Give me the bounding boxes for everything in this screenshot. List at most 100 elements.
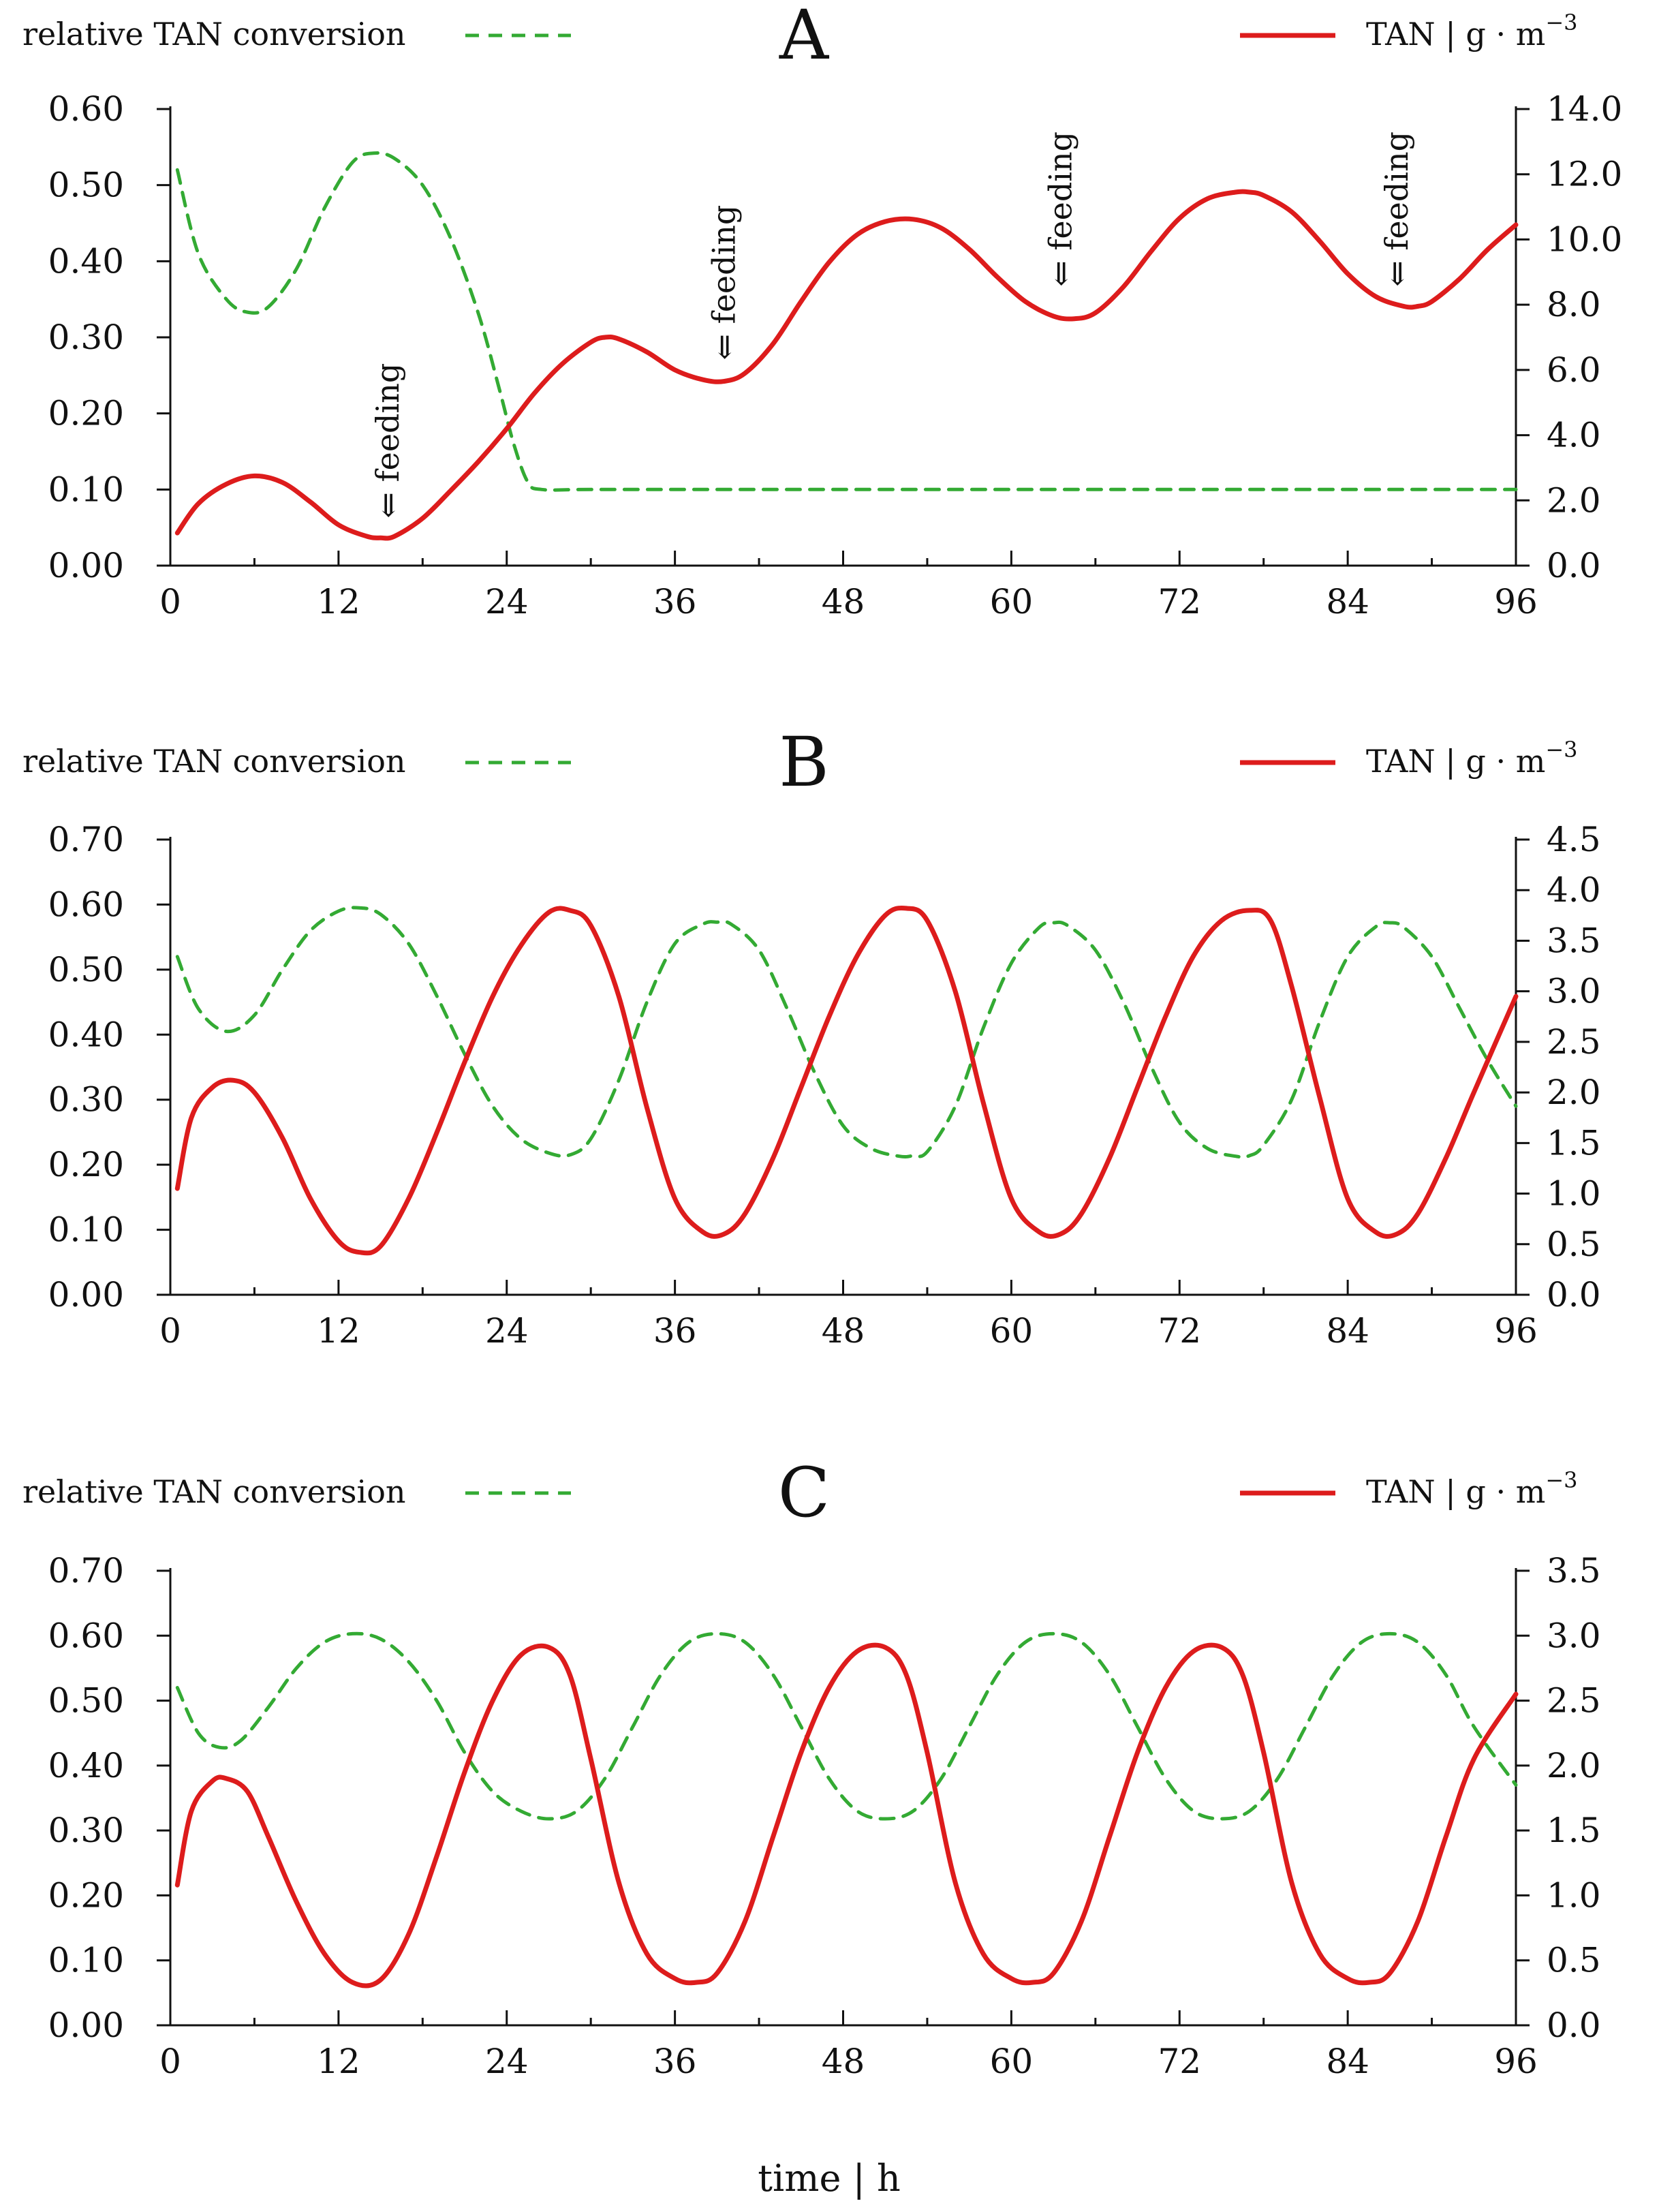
y-right-tick-label: 0.0 (1547, 2006, 1601, 2045)
y-left-tick-label: 0.40 (48, 241, 124, 281)
x-tick-label: 24 (485, 582, 529, 621)
y-right-tick-label: 0.5 (1547, 1941, 1601, 1980)
feeding-annotation: ⇐ feeding (369, 363, 406, 519)
y-right-tick-label: 2.0 (1547, 1073, 1601, 1112)
x-axis-title: time | h (758, 2157, 900, 2200)
y-right-tick-label: 2.5 (1547, 1681, 1601, 1721)
x-tick-label: 72 (1158, 1311, 1201, 1351)
x-tick-label: 72 (1158, 582, 1201, 621)
panel-label: A (779, 0, 830, 75)
x-tick-label: 72 (1158, 2042, 1201, 2081)
x-tick-label: 48 (822, 1311, 865, 1351)
series-line-tan (174, 1642, 1519, 1988)
y-left-tick-label: 0.10 (48, 1941, 124, 1980)
y-left-tick-label: 0.10 (48, 1210, 124, 1250)
x-tick-label: 96 (1494, 582, 1538, 621)
x-tick-label: 84 (1326, 582, 1369, 621)
feeding-annotation: ⇐ feeding (1042, 132, 1079, 287)
y-right-tick-label: 2.0 (1547, 1746, 1601, 1785)
legend-label-tan-exponent: −3 (1545, 1467, 1577, 1493)
y-left-tick-label: 0.60 (48, 1616, 124, 1655)
y-left-tick-label: 0.20 (48, 394, 124, 433)
series-line-tan (174, 189, 1519, 541)
series-line-conversion (175, 151, 1518, 492)
legend-label-conversion: relative TAN conversion (22, 1473, 406, 1510)
feeding-annotation: ⇐ feeding (1378, 132, 1415, 287)
x-tick-label: 12 (317, 582, 360, 621)
y-left-tick-label: 0.30 (48, 1811, 124, 1850)
x-tick-label: 12 (317, 2042, 360, 2081)
y-left-tick-label: 0.50 (48, 950, 124, 989)
y-left-tick-label: 0.00 (48, 2006, 124, 2045)
x-tick-label: 36 (653, 2042, 697, 2081)
y-right-tick-label: 3.0 (1547, 1616, 1601, 1655)
y-right-tick-label: 4.0 (1547, 870, 1601, 910)
x-tick-label: 48 (822, 2042, 865, 2081)
y-right-tick-label: 4.5 (1547, 820, 1601, 859)
x-tick-label: 36 (653, 582, 697, 621)
y-left-tick-label: 0.00 (48, 546, 124, 585)
legend-label-conversion: relative TAN conversion (22, 16, 406, 52)
y-right-tick-label: 10.0 (1547, 219, 1622, 259)
y-left-tick-label: 0.30 (48, 318, 124, 357)
feeding-annotation: ⇐ feeding (706, 205, 743, 360)
y-left-tick-label: 0.70 (48, 1551, 124, 1591)
y-right-tick-label: 1.0 (1547, 1174, 1601, 1214)
y-right-tick-label: 8.0 (1547, 285, 1601, 324)
x-tick-label: 0 (159, 2042, 181, 2081)
y-left-tick-label: 0.00 (48, 1275, 124, 1315)
y-left-tick-label: 0.20 (48, 1875, 124, 1915)
series-line-conversion (175, 906, 1518, 1159)
y-right-tick-label: 1.0 (1547, 1875, 1601, 1915)
y-right-tick-label: 0.5 (1547, 1225, 1601, 1264)
x-tick-label: 0 (159, 582, 181, 621)
y-right-tick-label: 14.0 (1547, 89, 1622, 129)
y-right-tick-label: 6.0 (1547, 350, 1601, 390)
y-right-tick-label: 3.5 (1547, 921, 1601, 960)
legend-label-conversion: relative TAN conversion (22, 743, 406, 780)
y-right-tick-label: 0.0 (1547, 1275, 1601, 1315)
x-tick-label: 84 (1326, 2042, 1369, 2081)
legend-label-tan-text: TAN | g · m (1366, 743, 1545, 780)
legend-label-tan-exponent: −3 (1545, 737, 1577, 763)
y-right-tick-label: 12.0 (1547, 155, 1622, 194)
y-left-tick-label: 0.40 (48, 1015, 124, 1054)
y-right-tick-label: 0.0 (1547, 546, 1601, 585)
x-tick-label: 96 (1494, 1311, 1538, 1351)
x-tick-label: 24 (485, 2042, 529, 2081)
x-tick-label: 96 (1494, 2042, 1538, 2081)
panel-label: C (778, 1453, 831, 1533)
y-left-tick-label: 0.10 (48, 470, 124, 509)
x-tick-label: 24 (485, 1311, 529, 1351)
legend-label-tan-exponent: −3 (1545, 10, 1577, 35)
legend-label-tan: TAN | g · m−3 (1366, 10, 1577, 52)
legend-label-tan: TAN | g · m−3 (1366, 1467, 1577, 1510)
x-tick-label: 60 (990, 2042, 1034, 2081)
x-tick-label: 12 (317, 1311, 360, 1351)
x-tick-label: 60 (990, 582, 1034, 621)
x-tick-label: 84 (1326, 1311, 1369, 1351)
y-right-tick-label: 1.5 (1547, 1123, 1601, 1163)
y-left-tick-label: 0.60 (48, 885, 124, 924)
y-right-tick-label: 2.5 (1547, 1022, 1601, 1062)
legend-label-tan-text: TAN | g · m (1366, 1473, 1545, 1510)
y-right-tick-label: 3.5 (1547, 1551, 1601, 1591)
y-right-tick-label: 4.0 (1547, 416, 1601, 455)
series-line-tan (174, 905, 1519, 1256)
legend-label-tan: TAN | g · m−3 (1366, 737, 1577, 780)
panel-label: B (779, 722, 829, 802)
y-right-tick-label: 2.0 (1547, 480, 1601, 520)
y-left-tick-label: 0.70 (48, 820, 124, 859)
x-tick-label: 36 (653, 1311, 697, 1351)
x-tick-label: 60 (990, 1311, 1034, 1351)
y-left-tick-label: 0.50 (48, 166, 124, 205)
legend-label-tan-text: TAN | g · m (1366, 16, 1545, 52)
series-line-conversion (175, 1631, 1518, 1821)
y-left-tick-label: 0.40 (48, 1746, 124, 1785)
